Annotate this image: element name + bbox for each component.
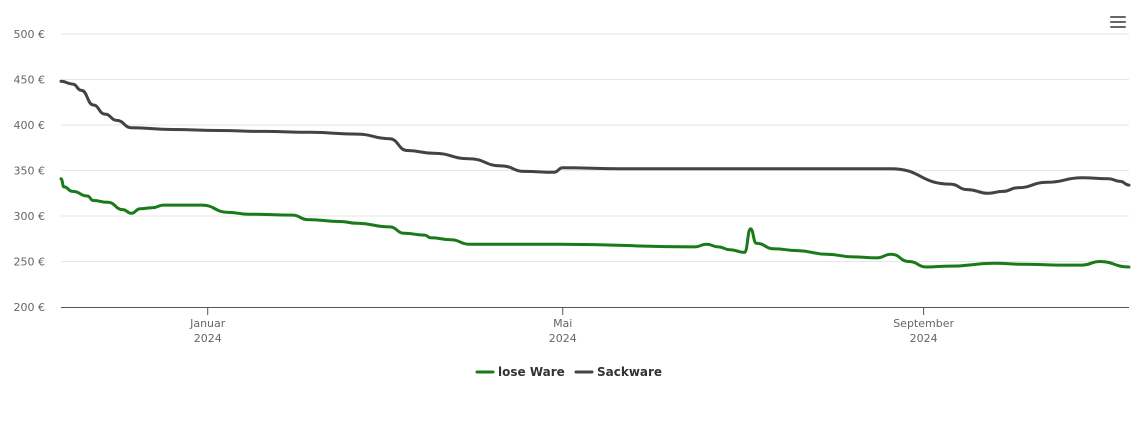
y-tick-label: 500 € bbox=[14, 28, 46, 41]
series-lines bbox=[59, 79, 1131, 269]
y-tick-label: 350 € bbox=[14, 165, 46, 178]
x-tick-year-label: 2024 bbox=[194, 332, 222, 345]
grid-lines bbox=[61, 33, 1129, 262]
chart-menu-icon[interactable] bbox=[1104, 10, 1132, 34]
legend-label: Sackware bbox=[597, 365, 662, 379]
series-line-lose-ware[interactable] bbox=[59, 177, 1131, 269]
y-axis-ticks: 200 € 250 € 300 € 350 € 400 € 450 € 500 € bbox=[14, 28, 46, 314]
legend[interactable]: lose Ware Sackware bbox=[475, 365, 662, 379]
x-tick-month-label: September bbox=[893, 317, 954, 330]
y-tick-label: 200 € bbox=[14, 301, 46, 314]
x-tick-year-label: 2024 bbox=[549, 332, 577, 345]
series-line-sackware[interactable] bbox=[59, 79, 1131, 195]
x-axis-ticks: Januar 2024 Mai 2024 September 2024 bbox=[189, 307, 954, 345]
y-tick-label: 450 € bbox=[14, 74, 46, 87]
legend-item-lose-ware[interactable]: lose Ware bbox=[475, 365, 565, 379]
y-tick-label: 250 € bbox=[14, 256, 46, 269]
y-tick-label: 400 € bbox=[14, 119, 46, 132]
x-tick-year-label: 2024 bbox=[910, 332, 938, 345]
legend-item-sackware[interactable]: Sackware bbox=[574, 365, 662, 379]
x-tick-month-label: Januar bbox=[189, 317, 226, 330]
legend-label: lose Ware bbox=[498, 365, 565, 379]
x-tick-month-label: Mai bbox=[553, 317, 572, 330]
y-tick-label: 300 € bbox=[14, 210, 46, 223]
